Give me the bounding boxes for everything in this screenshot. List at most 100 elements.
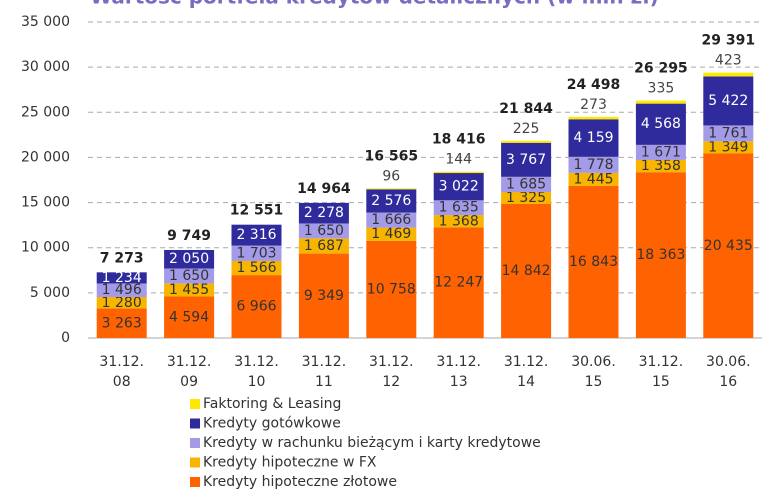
bar-segment <box>298 223 349 239</box>
data-label: 1 469 <box>371 226 411 242</box>
bar-segment <box>231 275 282 338</box>
data-label: 2 050 <box>169 251 209 267</box>
bar-segment <box>703 153 754 338</box>
data-label: 6 966 <box>236 299 276 315</box>
bar-segment <box>164 249 215 269</box>
data-label: 1 358 <box>641 158 681 174</box>
total-label: 24 498 <box>567 77 621 93</box>
legend-swatch <box>190 457 200 468</box>
bar-segment <box>433 200 484 216</box>
y-tick-label: 20 000 <box>21 149 70 165</box>
bar-segment <box>568 119 619 157</box>
bar-segment <box>635 144 686 160</box>
data-label: 1 280 <box>102 295 142 311</box>
bar-segment <box>231 224 282 246</box>
legend-label: Kredyty hipoteczne złotowe <box>203 474 397 490</box>
x-tick-label: 31.12. 11 <box>302 354 347 390</box>
data-label: 12 247 <box>434 275 483 291</box>
data-label: 225 <box>513 121 540 137</box>
data-label: 1 234 <box>102 270 142 286</box>
y-tick-label: 35 000 <box>21 14 70 30</box>
data-label: 4 594 <box>169 309 209 325</box>
bar-segment <box>568 156 619 173</box>
total-label: 12 551 <box>230 203 284 219</box>
y-tick-label: 15 000 <box>21 195 70 211</box>
legend-swatch <box>190 418 200 429</box>
data-label: 1 445 <box>573 171 613 187</box>
data-label: 3 767 <box>506 152 546 168</box>
data-label: 1 325 <box>506 190 546 206</box>
bar-segment <box>366 227 417 241</box>
y-tick-label: 25 000 <box>21 104 70 120</box>
x-tick-label: 31.12. 15 <box>639 354 684 390</box>
bar-segment <box>635 100 686 104</box>
data-label: 10 758 <box>367 281 416 297</box>
bar-segment <box>298 238 349 254</box>
data-label: 144 <box>445 152 472 168</box>
data-label: 1 685 <box>506 176 546 192</box>
data-label: 423 <box>715 53 742 69</box>
data-label: 1 349 <box>708 139 748 155</box>
data-label: 18 363 <box>636 247 685 263</box>
total-label: 16 565 <box>365 148 419 164</box>
bar-segment <box>703 125 754 142</box>
data-label: 2 278 <box>304 205 344 221</box>
data-label: 335 <box>648 81 675 97</box>
data-label: 1 687 <box>304 238 344 254</box>
y-tick-label: 10 000 <box>21 240 70 256</box>
legend-swatch <box>190 399 200 409</box>
bar-segment <box>366 188 417 190</box>
data-label: 3 263 <box>102 315 142 331</box>
y-tick-label: 30 000 <box>21 59 70 75</box>
total-label: 29 391 <box>702 33 756 49</box>
data-label: 1 761 <box>708 125 748 141</box>
data-label: 1 650 <box>169 268 209 284</box>
data-label: 2 576 <box>371 193 411 209</box>
bar-segment <box>501 203 552 338</box>
legend-label: Faktoring & Leasing <box>203 396 341 412</box>
x-tick-label: 31.12. 09 <box>167 354 212 390</box>
bar-segment <box>501 142 552 177</box>
x-tick-label: 30.06. 15 <box>571 354 616 390</box>
bar-segment <box>366 189 417 213</box>
bar-segment <box>703 76 754 126</box>
data-label: 14 842 <box>502 263 551 279</box>
data-label: 16 843 <box>569 254 618 270</box>
bar-segment <box>703 141 754 154</box>
data-label: 96 <box>382 168 400 184</box>
bar-segment <box>433 171 484 174</box>
total-label: 7 273 <box>100 250 144 266</box>
bar-segment <box>433 227 484 338</box>
data-label: 20 435 <box>704 238 753 254</box>
data-label: 273 <box>580 97 607 113</box>
bar-segment <box>568 172 619 186</box>
bar-segment <box>501 176 552 193</box>
bar-segment <box>703 72 754 77</box>
data-label: 1 455 <box>169 282 209 298</box>
bar-segment <box>164 296 215 338</box>
bar-segment <box>164 283 215 297</box>
bar-segment <box>501 192 552 204</box>
data-label: 9 349 <box>304 288 344 304</box>
bar-segment <box>635 103 686 145</box>
x-tick-label: 31.12. 14 <box>504 354 549 390</box>
bar-segment <box>635 172 686 338</box>
bar-segment <box>433 173 484 201</box>
total-label: 18 416 <box>432 132 486 148</box>
bar-segment <box>568 116 619 120</box>
total-label: 14 964 <box>297 181 351 197</box>
bar-segment <box>298 253 349 338</box>
x-tick-label: 31.12. 13 <box>436 354 481 390</box>
bar-segment <box>96 272 147 284</box>
total-label: 9 749 <box>167 228 211 244</box>
data-label: 1 650 <box>304 223 344 239</box>
data-label: 1 666 <box>371 212 411 228</box>
legend-swatch <box>190 477 200 487</box>
bar-segment <box>366 240 417 338</box>
data-label: 1 566 <box>236 260 276 276</box>
y-tick-label: 5 000 <box>30 285 70 301</box>
chart-title: Wartość portfela kredytów detalicznych (… <box>90 0 659 9</box>
bar-segment <box>96 308 147 338</box>
bar-segment <box>366 212 417 228</box>
